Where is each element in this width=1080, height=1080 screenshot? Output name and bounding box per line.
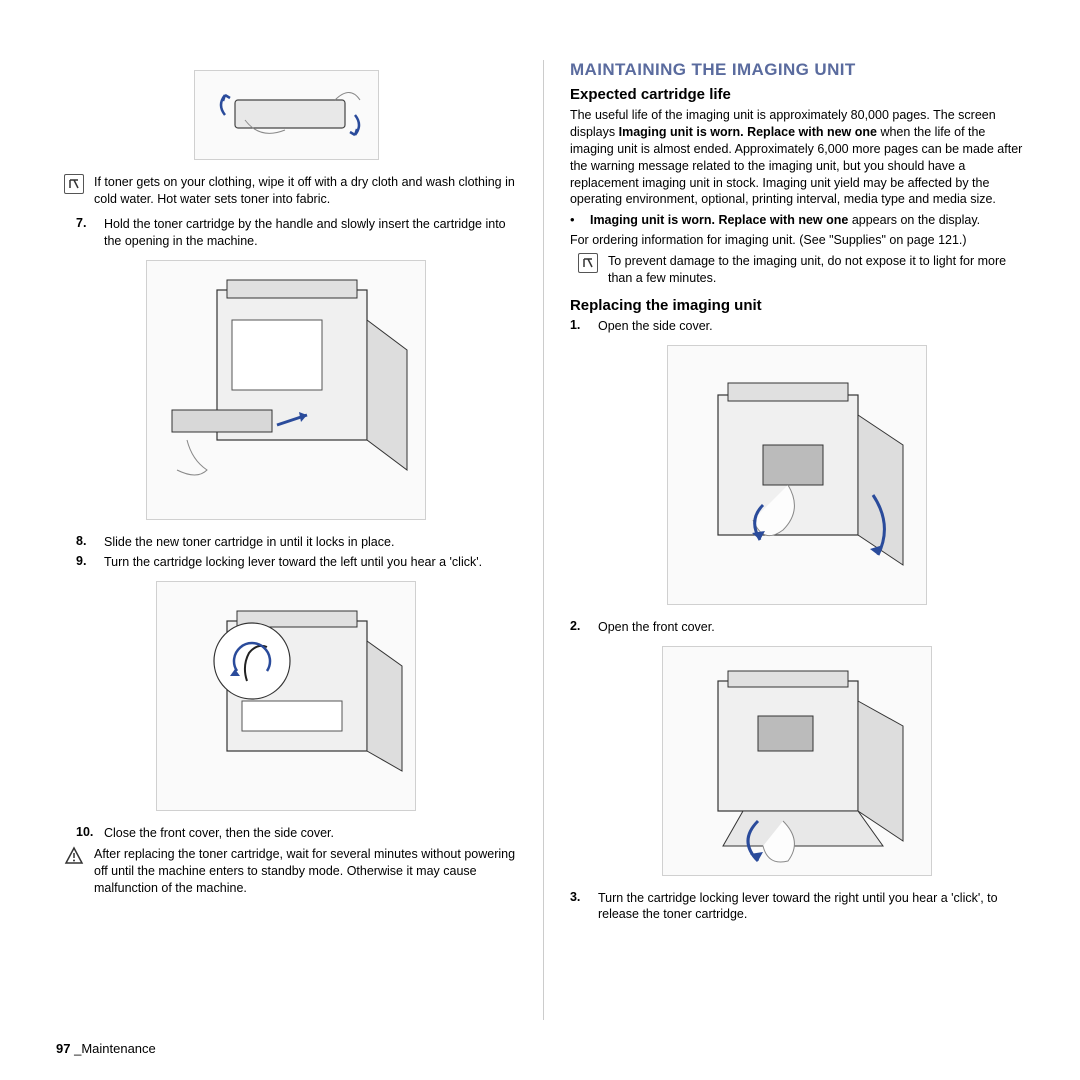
note-icon [578,253,598,273]
step-number: 8. [76,534,96,551]
page-section: _Maintenance [74,1041,156,1056]
step-7: 7. Hold the toner cartridge by the handl… [56,216,517,250]
bullet-display-message: • Imaging unit is worn. Replace with new… [570,212,1024,229]
diagram-shake-cartridge [195,70,378,160]
bullet-text: Imaging unit is worn. Replace with new o… [590,212,1024,229]
paragraph-expected-life: The useful life of the imaging unit is a… [570,107,1024,208]
step-3: 3. Turn the cartridge locking lever towa… [570,890,1024,924]
step-number: 7. [76,216,96,250]
subheading-replacing: Replacing the imaging unit [570,297,1024,314]
note-light-exposure: To prevent damage to the imaging unit, d… [570,253,1024,287]
note-text: If toner gets on your clothing, wipe it … [94,174,517,208]
step-number: 1. [570,318,590,335]
step-number: 10. [76,825,96,842]
right-column: MAINTAINING THE IMAGING UNIT Expected ca… [543,60,1024,1020]
subheading-expected-life: Expected cartridge life [570,86,1024,103]
diagram-insert-cartridge [147,260,425,520]
step-number: 3. [570,890,590,924]
step-text: Hold the toner cartridge by the handle a… [104,216,517,250]
left-column: If toner gets on your clothing, wipe it … [56,60,537,1020]
diagram-open-side-cover [668,345,926,605]
step-text: Turn the cartridge locking lever toward … [104,554,517,571]
step-2: 2. Open the front cover. [570,619,1024,636]
step-1: 1. Open the side cover. [570,318,1024,335]
figure-insert-cartridge [56,260,517,520]
figure-open-front-cover [570,646,1024,876]
page-footer: 97 _Maintenance [56,1041,156,1056]
figure-lock-lever [56,581,517,811]
step-text: Turn the cartridge locking lever toward … [598,890,1024,924]
step-10: 10. Close the front cover, then the side… [56,825,517,842]
note-toner-clothing: If toner gets on your clothing, wipe it … [56,174,517,208]
bullet-rest: appears on the display. [848,213,980,227]
figure-open-side-cover [570,345,1024,605]
step-number: 2. [570,619,590,636]
step-text: Close the front cover, then the side cov… [104,825,517,842]
para-part-bold: Imaging unit is worn. Replace with new o… [619,125,877,139]
warning-icon [64,846,84,866]
step-text: Slide the new toner cartridge in until i… [104,534,517,551]
section-heading: MAINTAINING THE IMAGING UNIT [570,60,1024,80]
step-8: 8. Slide the new toner cartridge in unti… [56,534,517,551]
note-icon [64,174,84,194]
page-number: 97 [56,1041,70,1056]
diagram-open-front-cover [663,646,931,876]
figure-shake-cartridge [56,70,517,160]
warning-standby: After replacing the toner cartridge, wai… [56,846,517,897]
paragraph-ordering: For ordering information for imaging uni… [570,232,1024,249]
step-9: 9. Turn the cartridge locking lever towa… [56,554,517,571]
bullet-marker: • [570,212,582,229]
step-text: Open the front cover. [598,619,1024,636]
note-text: To prevent damage to the imaging unit, d… [608,253,1024,287]
step-text: Open the side cover. [598,318,1024,335]
warning-text: After replacing the toner cartridge, wai… [94,846,517,897]
diagram-lock-lever [157,581,415,811]
step-number: 9. [76,554,96,571]
bullet-bold: Imaging unit is worn. Replace with new o… [590,213,848,227]
